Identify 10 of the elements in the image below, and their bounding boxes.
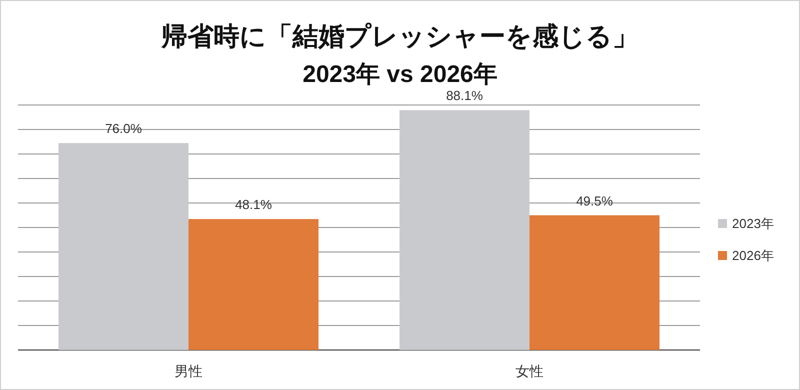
x-tick-label: 男性: [174, 363, 202, 379]
legend-label: 2026年: [732, 248, 774, 263]
data-label: 88.1%: [446, 88, 484, 104]
chart-subtitle: 2023年 vs 2026年: [302, 61, 498, 88]
data-label: 76.0%: [105, 121, 142, 136]
chart-title: 帰省時に「結婚プレッシャーを感じる」: [160, 21, 638, 51]
x-tick-label: 女性: [516, 363, 544, 379]
data-label: 48.1%: [235, 197, 272, 212]
legend-label: 2023年: [732, 216, 774, 231]
data-label: 49.5%: [576, 193, 614, 208]
